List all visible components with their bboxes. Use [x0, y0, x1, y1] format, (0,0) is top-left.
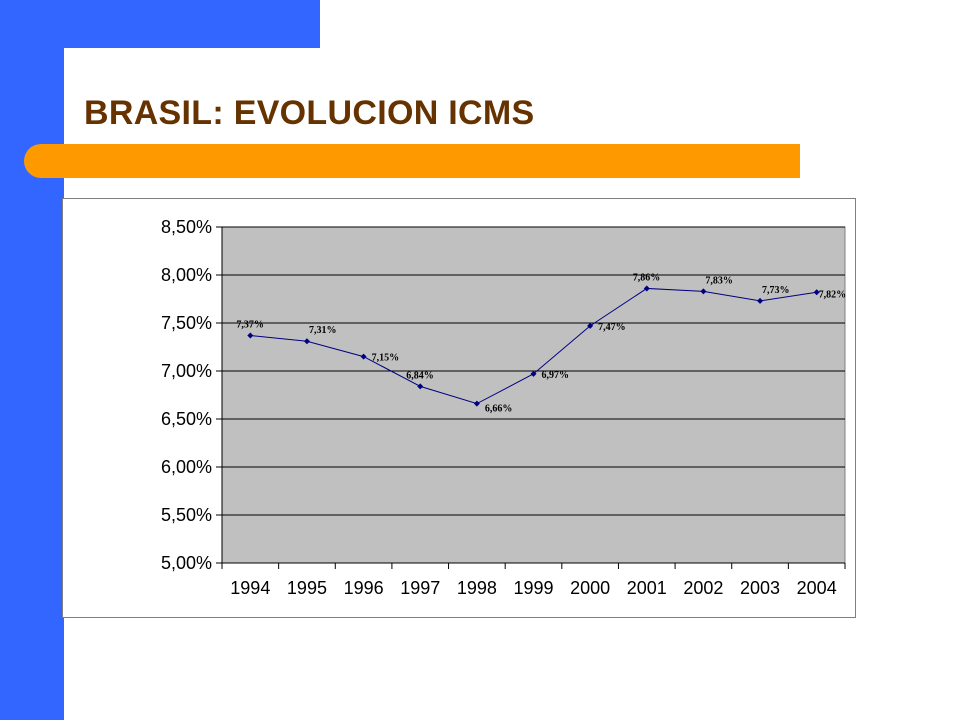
data-label: 7,83%: [705, 275, 733, 286]
x-tick-label: 2002: [683, 578, 723, 598]
y-tick-label: 7,00%: [161, 361, 212, 381]
x-tick-label: 2001: [627, 578, 667, 598]
data-point: [587, 322, 594, 329]
data-label: 7,47%: [598, 322, 626, 333]
data-label: 7,31%: [309, 325, 337, 336]
data-label: 7,82%: [819, 289, 847, 300]
data-label: 6,97%: [542, 370, 570, 381]
data-point: [360, 353, 367, 360]
data-label: 6,84%: [406, 370, 434, 381]
slide-title: BRASIL: EVOLUCION ICMS: [84, 94, 535, 132]
x-tick-label: 2000: [570, 578, 610, 598]
y-tick-label: 6,00%: [161, 457, 212, 477]
data-point: [700, 288, 707, 295]
x-tick-label: 2003: [740, 578, 780, 598]
x-axis: 1994 1995 1996 1997 1998 1999 2000 2001 2002 2003…: [221, 562, 846, 598]
data-label: 7,15%: [372, 353, 400, 364]
y-tick-label: 8,00%: [161, 265, 212, 285]
x-tick-label: 2004: [797, 578, 837, 598]
data-point: [473, 400, 480, 407]
decorative-orange-bar: [24, 144, 800, 178]
data-point: [303, 338, 310, 345]
y-tick-label: 5,50%: [161, 505, 212, 525]
x-tick-label: 1998: [457, 578, 497, 598]
data-point: [530, 370, 537, 377]
data-point: [247, 332, 254, 339]
gridlines: [222, 226, 845, 564]
y-tick-label: 8,50%: [161, 217, 212, 237]
data-point: [813, 289, 820, 296]
y-tick-label: 5,00%: [161, 553, 212, 573]
data-point: [643, 285, 650, 292]
y-axis: 5,00% 5,50% 6,00% 6,50% 7,00% 7,50% 8,00% 8,50%: [161, 217, 223, 573]
y-tick-label: 6,50%: [161, 409, 212, 429]
x-tick-label: 1999: [513, 578, 553, 598]
data-point: [417, 383, 424, 390]
chart-frame: 5,00% 5,50% 6,00% 6,50% 7,00% 7,50% 8,00% 8,50%…: [62, 198, 856, 618]
x-tick-label: 1997: [400, 578, 440, 598]
data-label: 7,37%: [236, 319, 264, 330]
x-tick-label: 1996: [344, 578, 384, 598]
data-label: 6,66%: [485, 404, 513, 415]
x-tick-label: 1994: [230, 578, 270, 598]
data-label: 7,86%: [633, 272, 661, 283]
plot-area: [221, 226, 846, 564]
decorative-blue-left-bar: [0, 0, 64, 720]
series-group: 7,37% 7,31% 7,15% 6,84% 6,66% 6,97% 7,47% 7,86%…: [236, 272, 846, 414]
x-tick-label: 1995: [287, 578, 327, 598]
data-label: 7,73%: [762, 285, 790, 296]
y-tick-label: 7,50%: [161, 313, 212, 333]
line-chart: 5,00% 5,50% 6,00% 6,50% 7,00% 7,50% 8,00% 8,50%…: [161, 217, 846, 598]
data-point: [757, 297, 764, 304]
